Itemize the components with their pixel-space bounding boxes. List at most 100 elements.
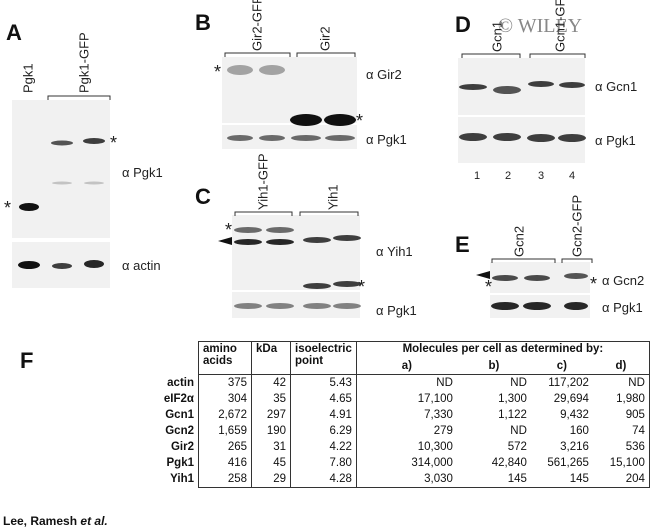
cell: 29,694 <box>553 393 589 405</box>
marker: * <box>225 220 232 240</box>
bracket <box>224 52 356 57</box>
authors: Lee, Ramesh <box>3 514 78 528</box>
lane-number: 4 <box>569 170 575 182</box>
cell: ND <box>510 425 527 437</box>
antibody-label: α Yih1 <box>376 244 413 259</box>
band <box>234 303 262 309</box>
cell: 3,030 <box>355 471 457 488</box>
table-row: Pgk1 416 45 7.80 314,000 42,840 561,265 15,100 <box>152 455 650 471</box>
band <box>459 133 487 141</box>
cell: 314,000 <box>355 455 457 471</box>
cell: 4.22 <box>290 439 357 455</box>
blot <box>232 215 360 290</box>
band <box>559 82 585 88</box>
cell: 1,980 <box>592 391 650 407</box>
bracket <box>47 95 111 100</box>
lane-label: Gcn2-GFP <box>570 195 585 257</box>
band <box>523 302 551 310</box>
band <box>527 134 555 142</box>
cell: 5.43 <box>290 374 357 391</box>
band <box>266 227 294 233</box>
panel-label: F <box>20 348 33 373</box>
band <box>528 81 554 87</box>
subheader: d) <box>592 358 650 375</box>
band <box>564 273 588 279</box>
bracket <box>234 211 359 216</box>
cell: 42,840 <box>491 457 527 469</box>
lane-label: Gir2-GFP <box>250 0 265 51</box>
band <box>493 86 521 94</box>
antibody-label: α Pgk1 <box>122 165 163 180</box>
column-header: isoelectric point <box>290 341 357 375</box>
bracket <box>491 258 593 263</box>
marker: * <box>214 62 221 82</box>
antibody-label: α Gir2 <box>366 67 402 82</box>
lane-label: Gcn1 <box>490 21 505 52</box>
cell: 7.80 <box>290 455 357 471</box>
band <box>52 263 72 269</box>
table-row: Gcn2 1,659 190 6.29 279 ND 160 74 <box>152 423 650 439</box>
lane-label: Gcn1-GFP <box>553 0 568 52</box>
antibody-label: α Gcn1 <box>595 79 637 94</box>
band <box>491 302 519 310</box>
cell: 35 <box>251 391 291 407</box>
cell: 2,672 <box>198 407 252 423</box>
band <box>83 138 105 144</box>
lane-label: Gir2 <box>318 26 333 51</box>
antibody-label: α Pgk1 <box>595 133 636 148</box>
band <box>51 140 73 146</box>
header-row: amino acids kDa isoelectric point Molecules… <box>152 341 650 375</box>
row-label: Yih1 <box>170 473 194 486</box>
band <box>493 133 521 141</box>
lane-number: 2 <box>505 170 511 182</box>
cell: 7,330 <box>355 407 457 423</box>
marker: * <box>110 133 117 153</box>
brackets <box>47 52 593 263</box>
row-label: actin <box>167 376 194 389</box>
antibody-label: α Pgk1 <box>376 303 417 318</box>
blot <box>12 100 110 238</box>
band <box>564 302 588 310</box>
marker: * <box>356 111 363 131</box>
band <box>84 260 104 268</box>
cell: 6.29 <box>290 423 357 439</box>
cell: 905 <box>592 407 650 423</box>
cell: 279 <box>355 423 457 439</box>
band <box>303 303 331 309</box>
cell: 31 <box>251 439 291 455</box>
cell: 4.91 <box>290 407 357 423</box>
row-label: Gcn1 <box>165 409 194 421</box>
lane-number: 1 <box>474 170 480 182</box>
blots <box>12 57 590 318</box>
cell: ND <box>355 374 457 391</box>
cell: 304 <box>198 391 252 407</box>
cell: ND <box>510 377 527 389</box>
cell: 4.28 <box>290 471 357 488</box>
band <box>558 134 586 142</box>
lane-label: Pgk1-GFP <box>77 32 92 93</box>
band <box>19 203 39 211</box>
cell: 204 <box>592 471 650 488</box>
antibody-label: α actin <box>122 258 161 273</box>
cell: 416 <box>198 455 252 471</box>
marker: * <box>485 277 492 297</box>
antibody-label: α Pgk1 <box>602 300 643 315</box>
cell: 117,202 <box>548 377 589 389</box>
table-row: eIF2α 304 35 4.65 17,100 1,300 29,694 1,980 <box>152 391 650 407</box>
cell: 536 <box>592 439 650 455</box>
band <box>18 261 40 269</box>
lane-label: Yih1 <box>326 184 341 210</box>
band <box>266 239 294 245</box>
subheader-row: a) b) c) d) <box>152 358 650 375</box>
lane-number: 3 <box>538 170 544 182</box>
panel-label: D <box>455 12 471 37</box>
column-header: kDa <box>251 341 291 375</box>
watermark: © WILEY <box>498 15 582 37</box>
cell: 160 <box>569 425 589 437</box>
cell: 1,659 <box>198 423 252 439</box>
band <box>333 281 361 287</box>
table-row: Yih1 258 29 4.28 3,030 145 145 204 <box>152 471 650 488</box>
band <box>227 65 253 75</box>
band <box>324 114 356 126</box>
